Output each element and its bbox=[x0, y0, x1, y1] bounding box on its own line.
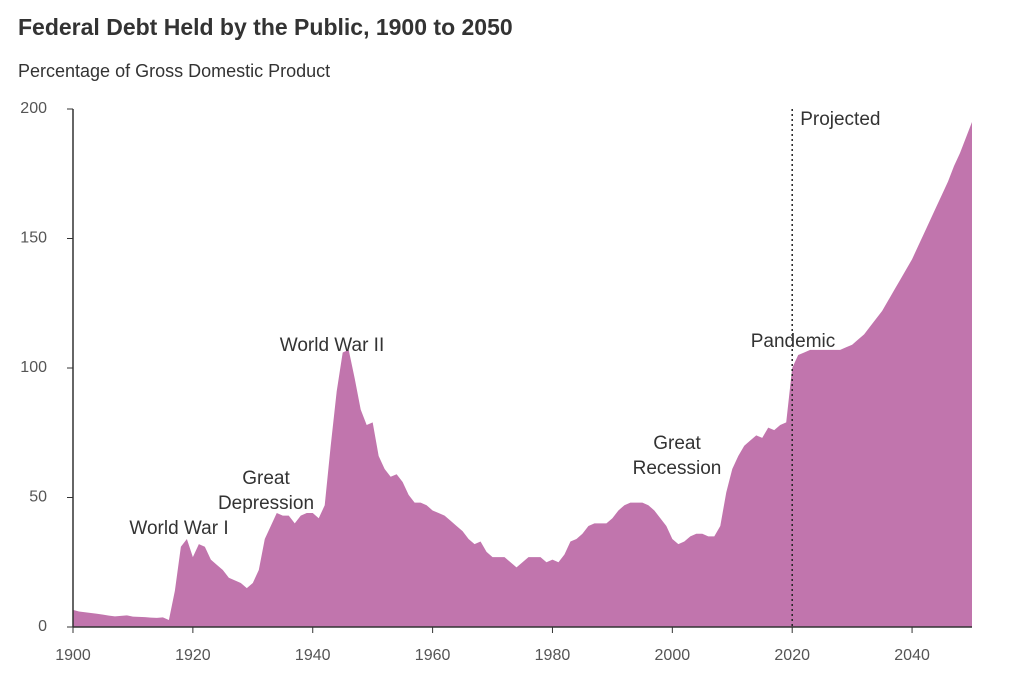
chart-title: Federal Debt Held by the Public, 1900 to… bbox=[18, 14, 513, 40]
y-tick-label: 150 bbox=[20, 230, 47, 247]
x-tick-label: 2040 bbox=[894, 647, 930, 664]
x-tick-label: 1980 bbox=[535, 647, 571, 664]
y-tick-label: 0 bbox=[38, 618, 47, 635]
x-tick-label: 2000 bbox=[655, 647, 691, 664]
annotation: World War I bbox=[129, 518, 229, 539]
projection-label: Projected bbox=[800, 109, 880, 130]
x-tick-label: 1940 bbox=[295, 647, 331, 664]
y-tick-label: 100 bbox=[20, 359, 47, 376]
x-tick-label: 2020 bbox=[774, 647, 810, 664]
annotation: Great Recession bbox=[632, 433, 722, 479]
annotation: Great Depression bbox=[217, 468, 315, 514]
x-tick-label: 1900 bbox=[55, 647, 91, 664]
x-tick-label: 1960 bbox=[415, 647, 451, 664]
chart-subtitle: Percentage of Gross Domestic Product bbox=[18, 61, 330, 81]
annotation: Pandemic bbox=[750, 331, 836, 352]
x-tick-label: 1920 bbox=[175, 647, 211, 664]
y-tick-label: 200 bbox=[20, 100, 47, 117]
y-tick-label: 50 bbox=[29, 489, 47, 506]
area bbox=[73, 121, 972, 627]
annotation: World War II bbox=[279, 335, 385, 356]
